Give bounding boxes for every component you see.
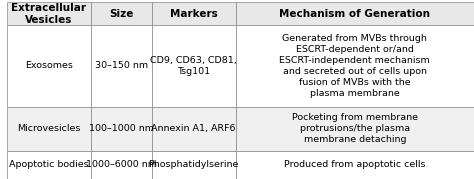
Text: Generated from MVBs through
ESCRT-dependent or/and
ESCRT-independent mechanism
a: Generated from MVBs through ESCRT-depend… (280, 34, 430, 98)
Bar (7, 107, 91, 151)
Text: Extracellular
Vesicles: Extracellular Vesicles (11, 3, 86, 25)
Text: Pocketing from membrane
protrusions/the plasma
membrane detaching: Pocketing from membrane protrusions/the … (292, 113, 418, 144)
Text: Size: Size (109, 9, 133, 19)
Text: CD9, CD63, CD81,
Tsg101: CD9, CD63, CD81, Tsg101 (150, 56, 237, 76)
Text: Microvesicles: Microvesicles (17, 124, 81, 133)
Bar (91, 151, 152, 179)
Bar (91, 2, 152, 25)
Text: 1000–6000 nm: 1000–6000 nm (86, 160, 157, 169)
Text: Apoptotic bodies: Apoptotic bodies (9, 160, 89, 169)
Bar (236, 2, 474, 25)
Bar (91, 107, 152, 151)
Bar (91, 25, 152, 107)
Bar (236, 25, 474, 107)
Text: 100–1000 nm: 100–1000 nm (89, 124, 154, 133)
Bar (236, 151, 474, 179)
Text: 30–150 nm: 30–150 nm (95, 61, 148, 70)
Text: Exosomes: Exosomes (25, 61, 73, 70)
Bar (152, 107, 236, 151)
Bar (236, 107, 474, 151)
Bar (7, 151, 91, 179)
Text: Produced from apoptotic cells: Produced from apoptotic cells (284, 160, 426, 169)
Text: Annexin A1, ARF6: Annexin A1, ARF6 (151, 124, 236, 133)
Bar (7, 2, 91, 25)
Bar (7, 25, 91, 107)
Bar (152, 2, 236, 25)
Bar (152, 151, 236, 179)
Text: Phosphatidylserine: Phosphatidylserine (148, 160, 239, 169)
Bar (152, 25, 236, 107)
Text: Markers: Markers (170, 9, 218, 19)
Text: Mechanism of Generation: Mechanism of Generation (279, 9, 430, 19)
